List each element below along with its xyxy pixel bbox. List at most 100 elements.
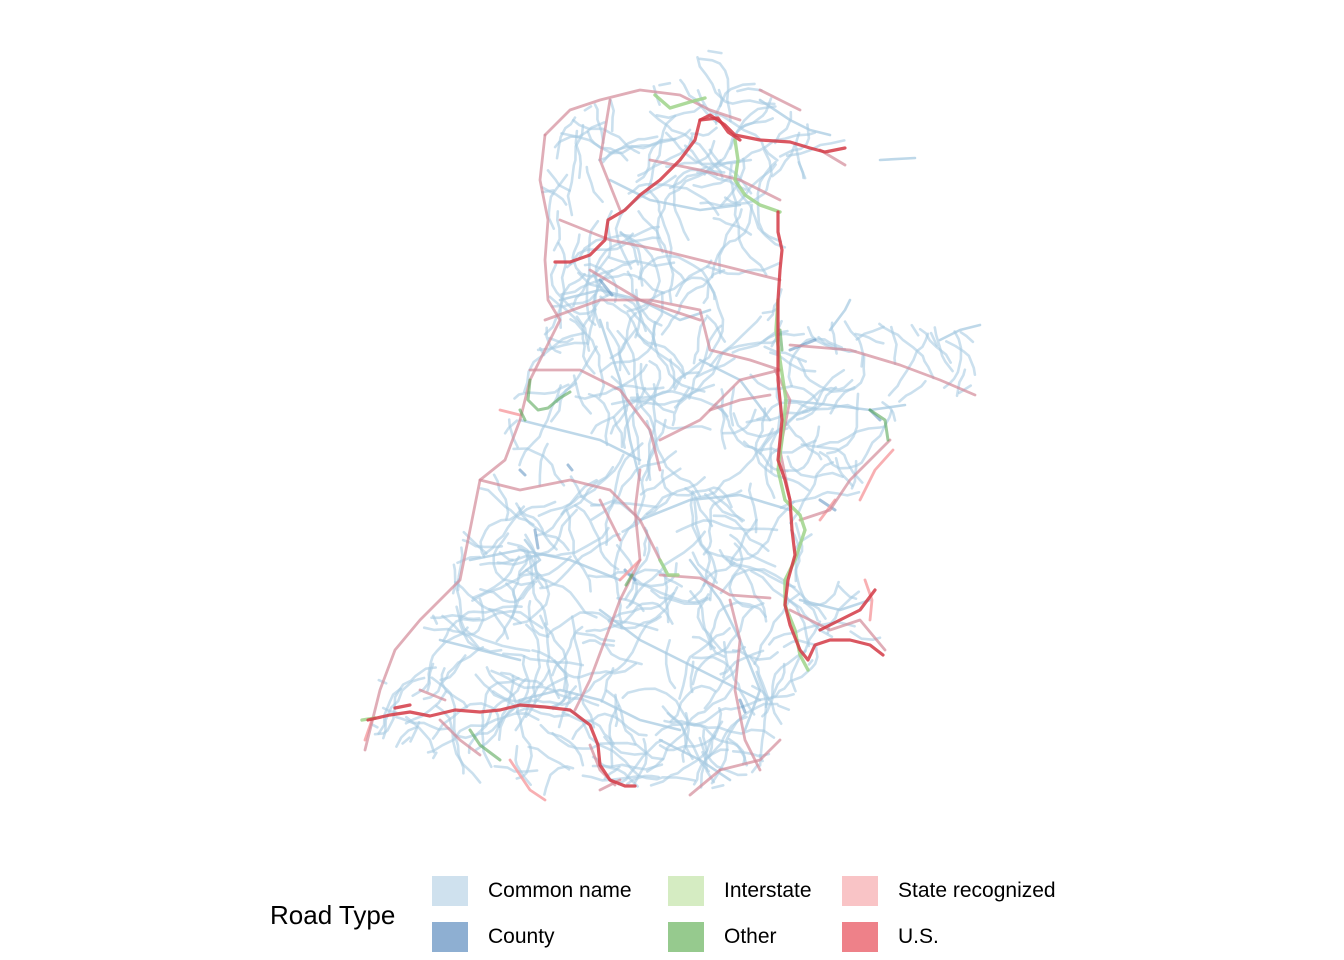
us-highway bbox=[553, 113, 847, 264]
common-name-road bbox=[699, 163, 777, 208]
common-name-road bbox=[598, 135, 659, 162]
common-name-road bbox=[764, 446, 781, 499]
common-name-road bbox=[598, 318, 642, 482]
county-road bbox=[533, 528, 540, 550]
us-highway bbox=[818, 588, 877, 632]
secondary-us-road bbox=[658, 573, 772, 600]
common-name-road bbox=[585, 219, 600, 326]
common-name-road bbox=[782, 425, 821, 472]
state-recognized-road bbox=[498, 408, 522, 417]
common-name-road bbox=[646, 476, 706, 516]
state-recognized-road bbox=[863, 578, 874, 622]
common-name-road bbox=[507, 418, 519, 449]
common-name-road bbox=[669, 358, 676, 389]
common-name-road bbox=[485, 666, 518, 704]
common-name-road bbox=[598, 608, 762, 702]
us-highway bbox=[776, 210, 885, 662]
common-name-road bbox=[683, 144, 719, 177]
common-name-road bbox=[708, 148, 753, 195]
state-recognized-road bbox=[508, 758, 547, 802]
common-name-road bbox=[708, 489, 744, 523]
common-name-road bbox=[538, 442, 549, 487]
common-name-road bbox=[488, 607, 522, 625]
common-name-road bbox=[736, 87, 763, 93]
legend-item-common-name: Common name bbox=[432, 876, 632, 906]
common-name-road bbox=[603, 735, 647, 756]
legend-swatch-county bbox=[432, 922, 468, 952]
common-name-road bbox=[467, 677, 527, 755]
common-name-road bbox=[910, 323, 920, 337]
legend-swatch-state-recognized bbox=[842, 876, 878, 906]
common-name-road bbox=[829, 386, 856, 415]
common-name-road bbox=[660, 269, 726, 336]
common-name-road bbox=[687, 490, 711, 602]
common-name-road bbox=[655, 103, 705, 119]
common-name-road bbox=[498, 508, 578, 562]
common-name-road bbox=[878, 156, 917, 162]
common-name-road bbox=[773, 110, 793, 145]
legend-item-us: U.S. bbox=[842, 922, 939, 952]
common-name-road bbox=[658, 738, 732, 782]
common-name-road bbox=[556, 345, 598, 404]
common-name-road bbox=[517, 546, 549, 626]
common-name-road bbox=[531, 649, 569, 711]
common-name-road bbox=[552, 210, 561, 252]
secondary-us-road bbox=[798, 438, 892, 522]
common-name-road bbox=[693, 500, 718, 602]
common-name-road bbox=[619, 230, 640, 266]
secondary-us-road bbox=[598, 498, 622, 542]
common-name-road bbox=[456, 555, 481, 565]
common-name-road bbox=[705, 314, 727, 343]
state-recognized-road bbox=[858, 448, 895, 502]
common-name-road bbox=[945, 340, 977, 376]
common-name-road bbox=[798, 598, 872, 612]
common-name-road bbox=[543, 765, 575, 796]
common-name-road bbox=[786, 455, 844, 479]
common-name-road bbox=[709, 339, 778, 368]
common-name-road bbox=[432, 751, 438, 760]
common-name-road bbox=[549, 263, 597, 316]
common-name-road bbox=[493, 765, 539, 773]
common-name-road bbox=[654, 721, 776, 739]
common-name-road bbox=[435, 704, 482, 784]
common-name-road bbox=[719, 82, 756, 108]
common-name-road bbox=[512, 551, 530, 602]
common-name-road bbox=[771, 143, 797, 178]
common-name-road bbox=[691, 551, 718, 584]
other-road bbox=[518, 408, 527, 422]
legend-label-county: County bbox=[488, 925, 555, 948]
common-name-road bbox=[767, 644, 819, 701]
common-name-road bbox=[678, 627, 731, 700]
common-name-road bbox=[405, 715, 436, 754]
legend-label-other: Other bbox=[724, 925, 777, 948]
common-name-road bbox=[666, 712, 694, 761]
legend-label-interstate: Interstate bbox=[724, 879, 812, 902]
secondary-us-road bbox=[728, 598, 762, 772]
common-name-road bbox=[581, 774, 696, 782]
common-name-road bbox=[605, 689, 637, 746]
common-name-road bbox=[663, 719, 747, 766]
common-name-road bbox=[855, 325, 885, 341]
common-name-road bbox=[647, 188, 675, 304]
common-name-road bbox=[518, 418, 642, 462]
common-name-road bbox=[634, 288, 642, 339]
common-name-road bbox=[890, 325, 898, 365]
common-name-road bbox=[590, 386, 647, 435]
common-name-road bbox=[837, 585, 858, 600]
secondary-us-road bbox=[573, 468, 642, 712]
common-name-road bbox=[795, 386, 838, 421]
common-name-road bbox=[754, 407, 810, 492]
common-name-road bbox=[535, 465, 615, 537]
common-name-road bbox=[395, 725, 418, 748]
common-name-road bbox=[373, 666, 437, 736]
common-name-road bbox=[711, 784, 725, 790]
secondary-us-road bbox=[418, 688, 447, 702]
secondary-us-road bbox=[438, 718, 482, 757]
common-name-road bbox=[581, 639, 615, 647]
common-name-road bbox=[828, 298, 852, 332]
other-roads bbox=[468, 328, 890, 762]
common-name-road bbox=[637, 254, 710, 304]
common-name-road bbox=[707, 715, 748, 759]
common-name-road bbox=[518, 506, 570, 552]
common-name-road bbox=[777, 704, 791, 711]
